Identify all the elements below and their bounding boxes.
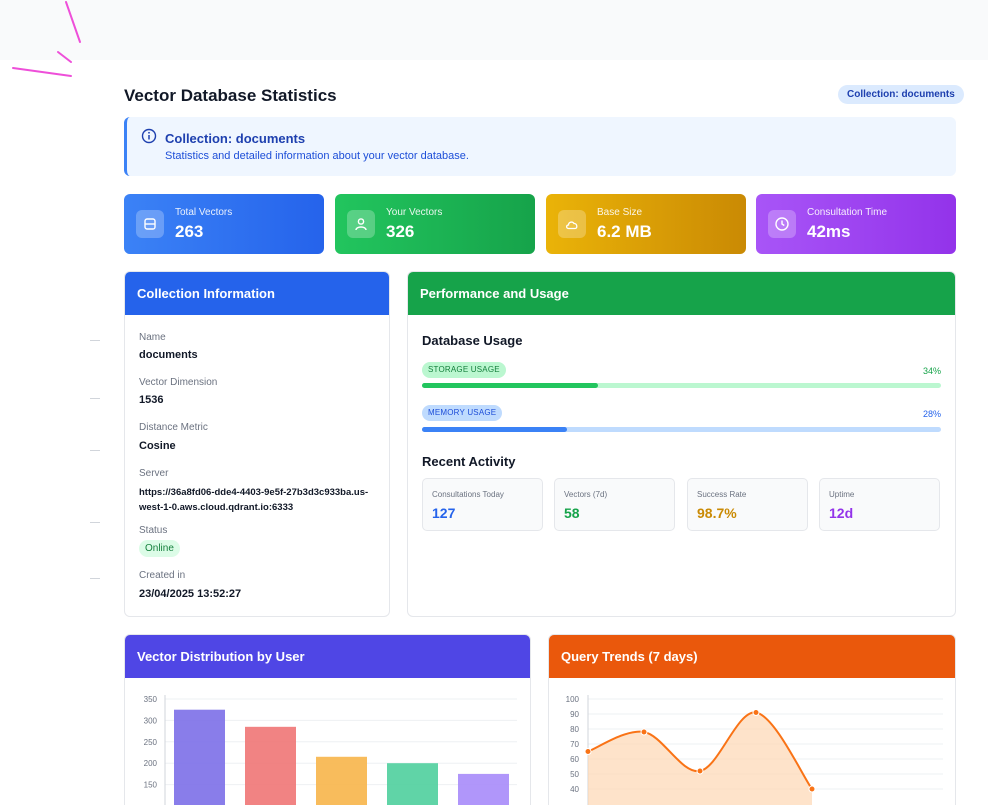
y-tick-label: 150 — [144, 781, 158, 790]
data-point — [808, 785, 816, 793]
bar — [387, 763, 438, 805]
line-chart: 40 50 60 70 80 90 100 — [566, 695, 943, 805]
annotation-strokes — [12, 1, 81, 77]
stat-label: Total Vectors — [175, 207, 233, 218]
info-icon — [141, 128, 157, 144]
y-tick-label: 200 — [144, 759, 158, 768]
activity-title: Recent Activity — [422, 454, 516, 469]
name-label: Name — [139, 332, 166, 343]
memory-usage-fill — [422, 427, 568, 432]
activity-value: 98.7% — [697, 505, 737, 521]
bar — [174, 709, 225, 805]
created-label: Created in — [139, 570, 186, 581]
stat-card-consultation-time: Consultation Time 42ms — [756, 194, 956, 254]
storage-usage-label: STORAGE USAGE — [422, 362, 506, 378]
sidebar-tick — [90, 522, 100, 523]
y-tick-label: 80 — [570, 725, 579, 734]
sidebar-tick — [90, 398, 100, 399]
memory-usage-percent: 28% — [922, 409, 941, 419]
collection-info-panel: Collection Information Name documents Ve… — [124, 271, 390, 617]
stat-value: 263 — [175, 222, 204, 241]
performance-panel: Performance and Usage Database Usage STO… — [407, 271, 956, 617]
activity-card-uptime: Uptime 12d — [819, 478, 940, 531]
database-icon — [136, 210, 164, 238]
sidebar-tick — [90, 450, 100, 451]
server-value: https://36a8fd06-dde4-4403-9e5f-27b3d3c9… — [139, 487, 369, 513]
activity-value: 58 — [564, 505, 580, 521]
sidebar-strip — [0, 60, 100, 805]
activity-card-consultations: Consultations Today 127 — [422, 478, 543, 531]
activity-label: Consultations Today — [432, 490, 504, 499]
info-title: Collection: documents — [165, 131, 306, 146]
y-tick-label: 350 — [144, 695, 158, 704]
panel-title: Query Trends (7 days) — [549, 635, 955, 678]
info-text: Statistics and detailed information abou… — [165, 150, 469, 162]
stat-label: Your Vectors — [386, 207, 443, 218]
usage-title: Database Usage — [422, 333, 523, 348]
y-tick-label: 60 — [570, 755, 579, 764]
y-tick-label: 50 — [570, 770, 579, 779]
server-label: Server — [139, 468, 169, 479]
stat-card-total-vectors: Total Vectors 263 — [124, 194, 324, 254]
metric-label: Distance Metric — [139, 422, 208, 433]
y-tick-label: 100 — [566, 695, 580, 704]
y-tick-label: 40 — [570, 785, 579, 794]
info-banner: Collection: documents Statistics and det… — [124, 117, 956, 176]
data-point — [752, 709, 760, 716]
y-tick-label: 250 — [144, 738, 158, 747]
sidebar-tick — [90, 340, 100, 341]
created-value: 23/04/2025 13:52:27 — [139, 588, 242, 600]
y-tick-label: 70 — [570, 740, 579, 749]
dimension-value: 1536 — [139, 394, 164, 406]
panel-title: Vector Distribution by User — [125, 635, 530, 678]
data-point — [640, 728, 648, 736]
status-label: Status — [139, 525, 168, 536]
bar — [458, 773, 509, 805]
data-point — [696, 767, 704, 775]
bar-chart: 150 200 250 300 350 — [144, 695, 517, 805]
y-tick-label: 300 — [144, 716, 158, 725]
activity-card-vectors: Vectors (7d) 58 — [554, 478, 675, 531]
clock-icon — [768, 210, 796, 238]
name-value: documents — [139, 349, 198, 361]
activity-label: Success Rate — [697, 490, 747, 499]
stat-label: Consultation Time — [807, 207, 888, 218]
stat-card-your-vectors: Your Vectors 326 — [335, 194, 535, 254]
data-point — [584, 748, 592, 755]
panel-title: Collection Information — [125, 272, 389, 315]
memory-usage-bar — [422, 427, 941, 432]
status-badge: Online — [139, 540, 180, 557]
stat-card-base-size: Base Size 6.2 MB — [546, 194, 746, 254]
stat-value: 326 — [386, 222, 415, 241]
storage-usage-fill — [422, 383, 599, 388]
distribution-chart-panel: Vector Distribution by User 150 200 250 300… — [124, 634, 531, 805]
storage-usage-bar — [422, 383, 941, 388]
activity-value: 127 — [432, 505, 456, 521]
trends-chart-panel: Query Trends (7 days) 40 50 60 70 80 90 100 — [548, 634, 956, 805]
stat-value: 42ms — [807, 222, 851, 241]
memory-usage-label: MEMORY USAGE — [422, 405, 503, 421]
area-fill — [588, 712, 812, 805]
stat-label: Base Size — [597, 207, 643, 218]
user-icon — [347, 210, 375, 238]
bar — [245, 726, 296, 805]
dimension-label: Vector Dimension — [139, 377, 218, 388]
sidebar-tick — [90, 578, 100, 579]
stat-value: 6.2 MB — [597, 222, 652, 241]
activity-value: 12d — [829, 505, 854, 521]
activity-card-success-rate: Success Rate 98.7% — [687, 478, 808, 531]
activity-label: Uptime — [829, 490, 855, 499]
storage-usage-percent: 34% — [922, 366, 941, 376]
metric-value: Cosine — [139, 440, 176, 452]
y-tick-label: 90 — [570, 710, 579, 719]
collection-badge: Collection: documents — [838, 85, 964, 104]
panel-title: Performance and Usage — [408, 272, 955, 315]
cloud-icon — [558, 210, 586, 238]
bar — [316, 756, 367, 805]
activity-label: Vectors (7d) — [564, 490, 608, 499]
page-title: Vector Database Statistics — [124, 86, 337, 105]
